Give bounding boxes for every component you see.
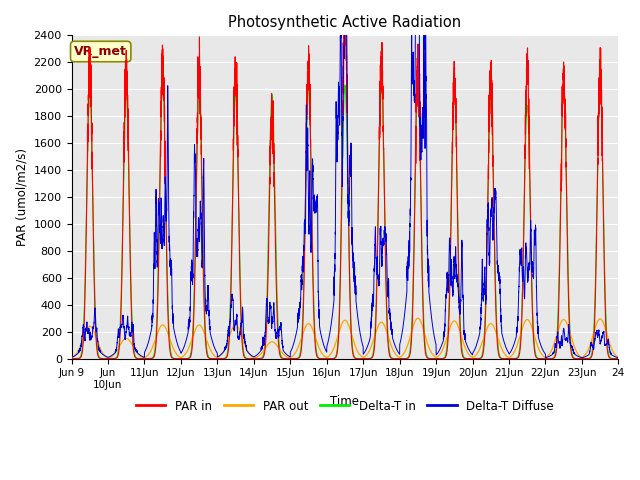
Y-axis label: PAR (umol/m2/s): PAR (umol/m2/s) xyxy=(15,148,28,246)
Title: Photosynthetic Active Radiation: Photosynthetic Active Radiation xyxy=(228,15,461,30)
Legend: PAR in, PAR out, Delta-T in, Delta-T Diffuse: PAR in, PAR out, Delta-T in, Delta-T Dif… xyxy=(131,395,559,417)
X-axis label: Time: Time xyxy=(330,396,360,408)
Text: VR_met: VR_met xyxy=(74,45,127,58)
